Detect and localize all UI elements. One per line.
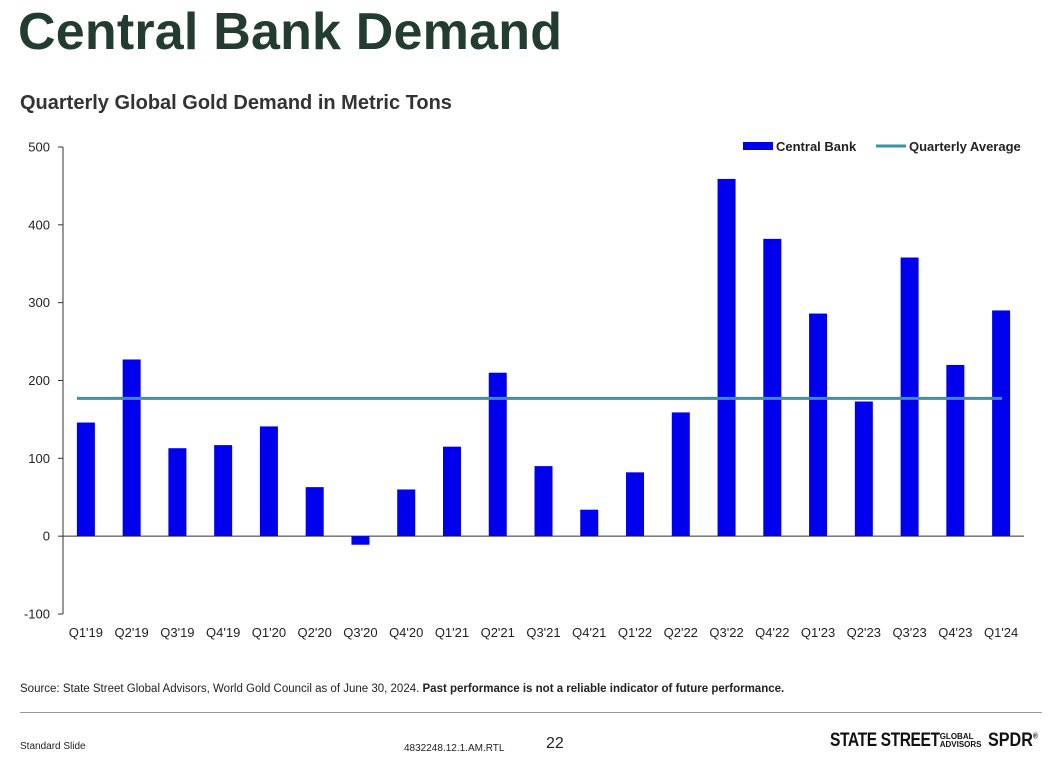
x-tick-label: Q2'22: [664, 625, 698, 640]
x-tick-label: Q1'21: [435, 625, 469, 640]
x-tick-label: Q3'19: [160, 625, 194, 640]
x-tick-label: Q2'20: [298, 625, 332, 640]
bar-Q1'22: [626, 472, 645, 537]
source-note: Source: State Street Global Advisors, Wo…: [20, 683, 784, 695]
registered-mark: ®: [1032, 731, 1038, 741]
bar-Q2'21: [488, 372, 507, 537]
x-tick-label: Q1'24: [984, 625, 1018, 640]
bar-Q4'23: [946, 364, 965, 537]
legend-swatch-central-bank: [743, 142, 773, 150]
state-street-spdr-logo: STATE STREET GLOBAL ADVISORS SPDR®: [830, 730, 1046, 752]
bar-Q1'20: [259, 426, 278, 537]
bar-Q3'23: [900, 257, 919, 537]
gold-demand-chart: -100 0 100 200 300 400 500 Q1'19 Q2'19 Q3'19 Q4'19…: [24, 139, 1024, 640]
logo-global: GLOBAL: [939, 732, 974, 741]
performance-disclaimer: Past performance is not a reliable indic…: [422, 683, 785, 695]
legend-label-quarterly-average: Quarterly Average: [909, 139, 1021, 154]
footer-label: Standard Slide: [20, 741, 86, 752]
y-tick-label: 100: [28, 451, 50, 466]
y-tick-label: 400: [28, 217, 50, 232]
x-tick-label: Q2'21: [481, 625, 515, 640]
y-tick-label: 200: [28, 373, 50, 388]
bar-Q3'19: [168, 448, 187, 537]
bar-Q4'21: [580, 509, 599, 537]
x-tick-label: Q1'23: [801, 625, 835, 640]
bar-Q1'21: [442, 446, 461, 537]
logo-state-street: STATE STREET: [830, 730, 940, 751]
x-tick-label: Q4'19: [206, 625, 240, 640]
x-tick-label: Q2'23: [847, 625, 881, 640]
bar-Q2'20: [305, 487, 324, 537]
x-tick-label: Q1'20: [252, 625, 286, 640]
document-code: 4832248.12.1.AM.RTL: [404, 743, 505, 754]
logo-spdr-text: SPDR: [987, 730, 1033, 751]
x-tick-label: Q1'22: [618, 625, 652, 640]
page-number: 22: [546, 735, 564, 752]
bar-Q2'22: [671, 412, 690, 537]
x-tick-label: Q3'23: [892, 625, 926, 640]
bar-Q4'19: [214, 445, 233, 537]
x-tick-label: Q3'21: [526, 625, 560, 640]
x-tick-label: Q4'21: [572, 625, 606, 640]
x-tick-label: Q4'23: [938, 625, 972, 640]
bar-Q4'22: [763, 238, 782, 537]
bar-Q3'20: [351, 536, 370, 545]
chart-subtitle: Quarterly Global Gold Demand in Metric T…: [20, 92, 452, 114]
x-tick-label: Q4'20: [389, 625, 423, 640]
x-tick-label: Q3'22: [709, 625, 743, 640]
bar-Q3'21: [534, 466, 553, 537]
logo-advisors: ADVISORS: [939, 740, 982, 749]
bar-Q2'19: [122, 359, 141, 537]
source-text: Source: State Street Global Advisors, Wo…: [20, 683, 423, 695]
logo-spdr: SPDR®: [988, 730, 1038, 752]
x-tick-label: Q3'20: [343, 625, 377, 640]
y-tick-label: 300: [28, 295, 50, 310]
slide-title: Central Bank Demand: [18, 3, 563, 61]
x-tick-label: Q2'19: [114, 625, 148, 640]
bar-Q4'20: [397, 489, 416, 537]
y-tick-label: -100: [24, 607, 50, 622]
legend-label-central-bank: Central Bank: [776, 139, 857, 154]
bar-Q1'24: [992, 310, 1011, 537]
footer-divider: [20, 712, 1042, 713]
x-tick-label: Q4'22: [755, 625, 789, 640]
x-tick-label: Q1'19: [69, 625, 103, 640]
y-tick-label: 500: [28, 140, 50, 155]
logo-global-advisors: GLOBAL ADVISORS: [940, 733, 982, 749]
bar-Q1'19: [76, 422, 95, 537]
y-tick-label: 0: [43, 529, 50, 544]
bar-Q1'23: [809, 313, 828, 537]
bar-Q3'22: [717, 178, 736, 537]
bar-Q2'23: [854, 401, 873, 537]
